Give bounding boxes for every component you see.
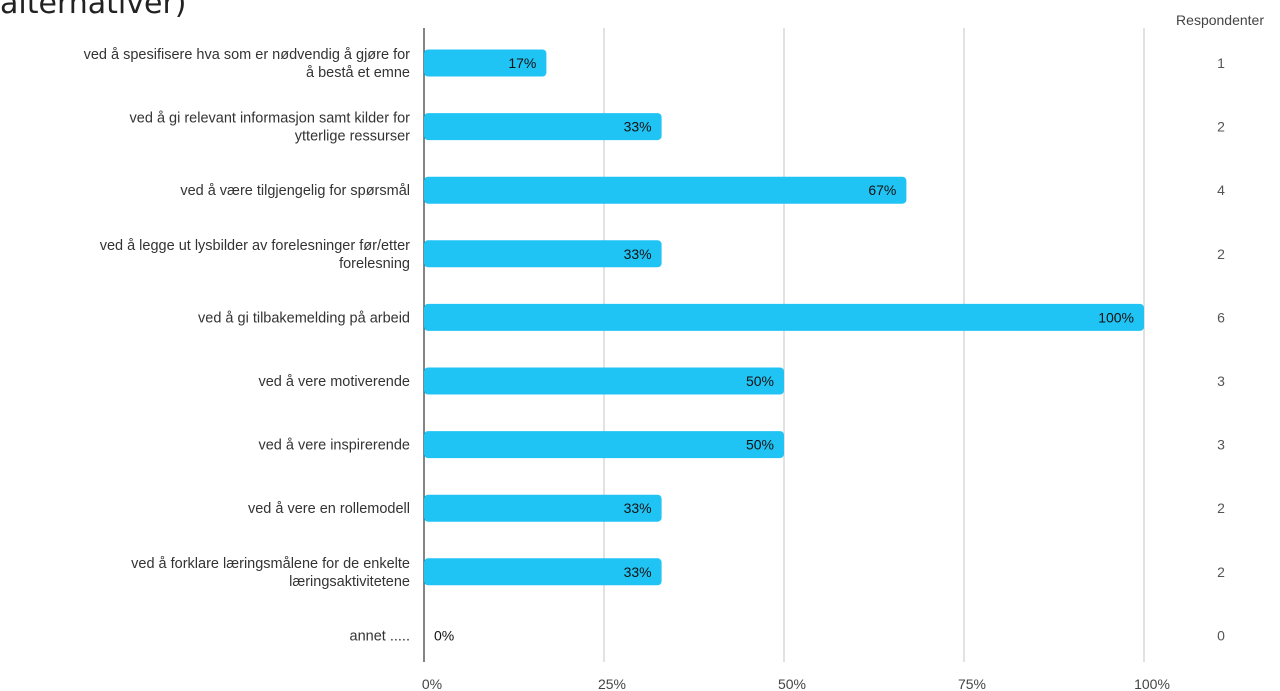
category-label: ved å være tilgjengelig for spørsmål <box>180 183 410 199</box>
category-label: ved å vere motiverende <box>258 374 410 390</box>
x-tick-label: 75% <box>958 676 986 691</box>
respondent-count: 2 <box>1217 500 1225 516</box>
respondent-count: 3 <box>1217 373 1225 389</box>
category-label: ved å vere en rollemodell <box>248 501 410 517</box>
bar-value-label: 100% <box>1098 309 1134 325</box>
category-label: læringsaktivitetene <box>289 574 410 590</box>
category-label: ved å vere inspirerende <box>258 438 410 454</box>
category-label: ved å gi relevant informasjon samt kilde… <box>130 111 411 127</box>
x-tick-label: 100% <box>1134 676 1170 691</box>
bar-value-label: 50% <box>746 437 774 453</box>
category-label: annet ..... <box>350 628 410 644</box>
bar <box>424 494 662 522</box>
x-tick-label: 50% <box>778 676 806 691</box>
category-label: ytterlige ressurser <box>295 129 410 145</box>
bar-value-label: 17% <box>508 55 536 71</box>
bar-value-label: 50% <box>746 373 774 389</box>
category-label: ved å forklare læringsmålene for de enke… <box>131 556 410 572</box>
category-label: å bestå et emne <box>306 65 410 81</box>
category-label: forelesning <box>339 256 410 272</box>
respondent-count: 6 <box>1217 309 1225 325</box>
bar-value-label: 33% <box>624 119 652 135</box>
respondent-count: 0 <box>1217 627 1225 643</box>
page-title: alternativer) <box>0 0 187 21</box>
bar-value-label: 67% <box>868 182 896 198</box>
respondent-count: 3 <box>1217 437 1225 453</box>
bar <box>424 303 1144 331</box>
bar <box>424 558 662 586</box>
respondent-count: 2 <box>1217 564 1225 580</box>
category-label: ved å legge ut lysbilder av forelesninge… <box>100 238 410 254</box>
bar <box>424 113 662 141</box>
x-tick-label: 25% <box>598 676 626 691</box>
respondents-header: Respondenter <box>1176 12 1264 28</box>
bar-value-label: 33% <box>624 500 652 516</box>
respondent-count: 2 <box>1217 246 1225 262</box>
respondent-count: 2 <box>1217 119 1225 135</box>
bar-value-label: 0% <box>434 627 454 643</box>
respondent-count: 1 <box>1217 55 1225 71</box>
bar <box>424 367 784 395</box>
bar-value-label: 33% <box>624 564 652 580</box>
x-tick-label: 0% <box>422 676 442 691</box>
bar <box>424 176 907 204</box>
respondent-count: 4 <box>1217 182 1225 198</box>
bar-value-label: 33% <box>624 246 652 262</box>
category-label: ved å spesifisere hva som er nødvendig å… <box>84 47 411 63</box>
bar <box>424 49 547 77</box>
category-label: ved å gi tilbakemelding på arbeid <box>198 310 410 326</box>
bar <box>424 431 784 459</box>
bar <box>424 240 662 268</box>
